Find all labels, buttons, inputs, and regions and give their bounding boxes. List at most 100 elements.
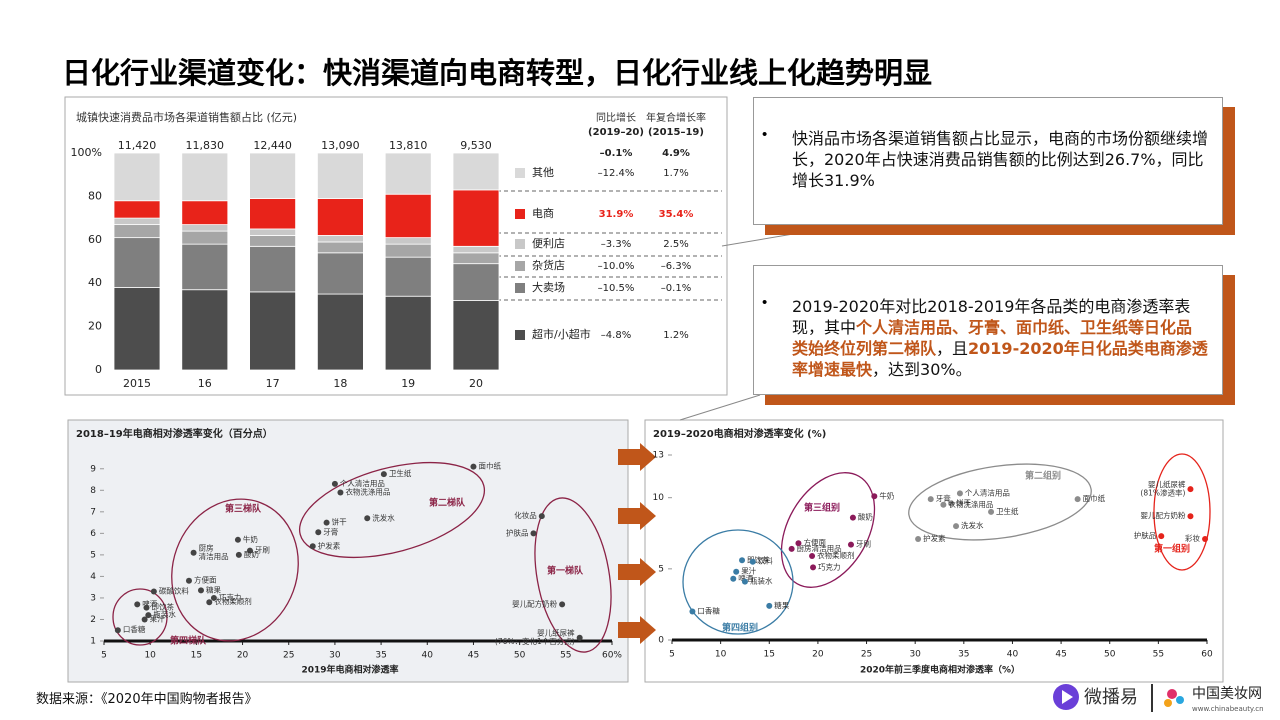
- point-label: 饮料: [758, 556, 773, 566]
- x-tick-label: 20: [469, 377, 483, 390]
- table-cell: –4.8%: [601, 330, 631, 341]
- point: [246, 547, 253, 554]
- point: [795, 540, 802, 547]
- logo-icon: [1176, 696, 1184, 704]
- bullet-text: 快消品市场各渠道销售额占比显示，电商的市场份额继续增长，2020年占快速消费品销…: [792, 128, 1208, 191]
- bar-segment: [384, 152, 432, 195]
- bar-segment: [452, 263, 500, 301]
- table-header: 同比增长: [596, 111, 636, 124]
- point-label: 方便面: [803, 537, 826, 547]
- point-label: 牙膏: [323, 526, 338, 536]
- x-tick-label: 60%: [602, 651, 622, 661]
- point: [576, 634, 583, 641]
- total-label: 11,830: [186, 139, 225, 152]
- bar-segment: [249, 198, 297, 230]
- table-cell: 35.4%: [659, 209, 694, 220]
- legend-guides: [497, 190, 722, 301]
- table-cell: 1.7%: [663, 168, 688, 179]
- x-tick-label: 20: [812, 650, 824, 660]
- bar-segment: [316, 293, 364, 371]
- y-tick-label: 2: [90, 615, 96, 625]
- point: [871, 493, 878, 500]
- bar-segment: [384, 237, 432, 245]
- point: [337, 489, 344, 496]
- logos: 微播易 中国美妆网 www.chinabeauty.cn: [1053, 684, 1264, 713]
- legend-label: 便利店: [532, 236, 565, 250]
- point-label: 厨房清洁用品: [199, 542, 229, 561]
- point-label: 衣物洗涤用品: [948, 499, 993, 509]
- table-cell: 4.9%: [662, 148, 690, 159]
- table-cell: –10.5%: [598, 283, 635, 294]
- point: [733, 568, 740, 575]
- bar-segment: [249, 235, 297, 247]
- bar-segment: [181, 289, 229, 371]
- point-label: 洗发水: [961, 520, 984, 530]
- legend-label: 电商: [532, 206, 554, 220]
- bullet-box: • 快消品市场各渠道销售额占比显示，电商的市场份额继续增长，2020年占快速消费…: [753, 97, 1223, 225]
- bar-segment: [181, 200, 229, 226]
- bar-segment: [113, 217, 161, 226]
- x-tick-label: 30: [909, 650, 921, 660]
- point-label: 啤酒: [142, 598, 157, 608]
- logo-text: www.chinabeauty.cn: [1192, 705, 1264, 713]
- point-label: 牙膏: [936, 493, 951, 503]
- point-label: 碳酸饮料: [159, 585, 189, 595]
- x-tick-label: 35: [375, 651, 386, 661]
- legend-label: 杂货店: [532, 258, 565, 272]
- x-tick-label: 60: [1201, 650, 1213, 660]
- group-ellipse: [1153, 453, 1211, 571]
- y-tick-label: 0: [95, 363, 102, 376]
- label-line: 厨房: [199, 542, 214, 552]
- table-cell: –3.3%: [601, 239, 631, 250]
- point: [364, 515, 371, 522]
- page-title: 日化行业渠道变化：快消渠道向电商转型，日化行业线上化趋势明显: [62, 56, 933, 90]
- point: [323, 519, 330, 526]
- bar-segment: [249, 152, 297, 199]
- point-label: 洗发水: [372, 512, 395, 522]
- bullet-part: 快消品市场各渠道销售额占比显示，电商的市场份额继续增长，2020年占快速消费品销…: [792, 129, 1209, 190]
- label-line: 清洁用品: [199, 551, 229, 561]
- point: [315, 529, 322, 536]
- point: [940, 501, 947, 508]
- point: [849, 514, 856, 521]
- point-label: 巧克力: [818, 561, 841, 571]
- bullet-part: 个人清洁用品、牙膏、面巾纸、卫生纸等日化品类始终位列第二梯队: [792, 318, 1193, 358]
- point: [689, 608, 696, 615]
- total-label: 9,530: [460, 139, 492, 152]
- x-axis-label: 2019年电商相对渗透率: [301, 664, 398, 676]
- connector: [679, 394, 761, 421]
- legend-swatch: [515, 209, 525, 219]
- point: [470, 463, 477, 470]
- point: [185, 577, 192, 584]
- bar-segment: [113, 200, 161, 219]
- bar-segment: [249, 228, 297, 236]
- total-label: 11,420: [118, 139, 157, 152]
- point: [739, 557, 746, 564]
- y-tick-label: 4: [90, 572, 96, 582]
- group-label: 第一梯队: [547, 565, 584, 577]
- point: [730, 575, 737, 582]
- legend-label: 超市/小超市: [532, 327, 591, 341]
- point-label: 方便面: [194, 575, 217, 585]
- point: [150, 588, 157, 595]
- point: [809, 553, 816, 560]
- group-label: 第四组别: [722, 622, 758, 634]
- table-cell: –0.1%: [661, 283, 691, 294]
- y-tick-label: 7: [90, 507, 96, 517]
- label-line: 婴儿纸尿裤: [537, 627, 575, 637]
- point: [530, 530, 537, 537]
- y-tick-label: 3: [90, 593, 96, 603]
- point: [766, 602, 773, 609]
- logo-text: 中国美妆网: [1192, 686, 1262, 702]
- group-ellipse: [780, 472, 876, 588]
- point-label: 化妆品: [514, 510, 537, 520]
- x-tick-label: 5: [669, 650, 675, 660]
- legend-swatch: [515, 330, 525, 340]
- chart-title: 2019–2020电商相对渗透率变化 (%): [653, 427, 826, 440]
- bar-segment: [384, 256, 432, 297]
- bar-segment: [181, 243, 229, 291]
- x-tick-label: 25: [283, 651, 294, 661]
- bullet-box: • 2019-2020年对比2018-2019年各品类的电商渗透率表现，其中个人…: [753, 265, 1223, 395]
- legend-swatch: [515, 261, 525, 271]
- x-tick-label: 40: [1007, 650, 1019, 660]
